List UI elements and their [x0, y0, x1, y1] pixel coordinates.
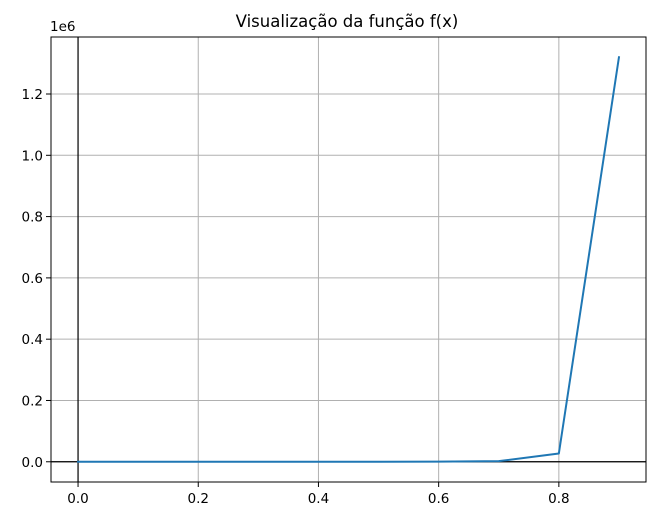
x-tick-label: 0.2: [188, 491, 209, 507]
x-tick-label: 0.4: [308, 491, 329, 507]
y-tick-label: 0.0: [22, 455, 43, 471]
series-group: [77, 56, 621, 463]
y-tick-label: 0.8: [22, 210, 43, 226]
x-tick-label: 0.6: [428, 491, 449, 507]
reference-lines: [51, 37, 646, 482]
chart-title: Visualização da função f(x): [236, 12, 459, 31]
y-tick-label: 1.0: [22, 148, 43, 164]
grid-lines: [51, 37, 646, 482]
y-tick-label: 1.2: [22, 87, 43, 103]
x-axis: 0.0 0.2 0.4 0.6 0.8: [67, 482, 570, 507]
y-tick-label: 0.4: [22, 332, 43, 348]
y-axis: 0.0 0.2 0.4 0.6 0.8 1.0 1.2: [22, 87, 51, 471]
x-tick-label: 0.0: [67, 491, 88, 507]
y-tick-label: 0.2: [22, 393, 43, 409]
plot-frame: [50, 36, 647, 483]
series-line: [77, 56, 621, 463]
y-offset-label: 1e6: [50, 19, 75, 35]
y-tick-label: 0.6: [22, 271, 43, 287]
x-tick-label: 0.8: [548, 491, 569, 507]
